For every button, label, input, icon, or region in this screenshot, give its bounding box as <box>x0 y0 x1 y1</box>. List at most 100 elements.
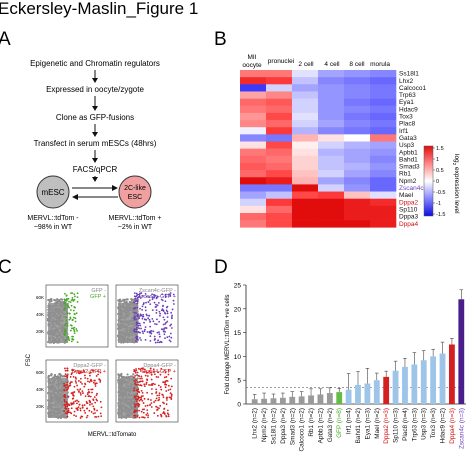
facs-event-positive <box>162 310 165 313</box>
heatmap-cell <box>344 141 371 149</box>
facs-event-positive <box>133 311 136 314</box>
x-tick-label: Mael (n=2) <box>374 408 381 439</box>
facs-event-positive <box>73 313 76 316</box>
facs-event-positive <box>164 323 167 325</box>
facs-event-negative <box>120 372 123 376</box>
facs-event-positive <box>148 318 151 321</box>
heatmap-cell <box>344 98 371 107</box>
facs-event-positive <box>71 372 73 374</box>
facs-event-positive <box>70 327 73 330</box>
facs-event-positive <box>154 306 157 309</box>
facs-event-positive <box>135 328 138 331</box>
facs-event-positive <box>76 296 79 299</box>
facs-event-positive <box>151 383 153 385</box>
facs-event-positive <box>133 330 135 332</box>
facs-event-positive <box>71 402 74 405</box>
facs-event-positive <box>75 312 78 315</box>
facs-event-positive <box>158 310 161 313</box>
heatmap-gene-label: Apbb1 <box>399 149 418 156</box>
heatmap-cell <box>292 127 319 135</box>
facs-event-positive <box>164 330 166 333</box>
heatmap-cell <box>266 155 293 164</box>
facs-event-positive <box>69 324 72 326</box>
heatmap-cell <box>344 177 371 185</box>
facs-event-positive <box>141 308 144 311</box>
heatmap-colorbar: 1.5 1 0.5 0 -0.5 -1 -1.5 log2 expression level <box>423 145 460 218</box>
facs-event-positive <box>63 333 66 336</box>
heatmap-cell <box>240 98 267 107</box>
facs-event-positive <box>144 326 147 329</box>
facs-event-negative <box>123 300 126 303</box>
facs-legend-positive: Dppa4-GFP + <box>142 369 176 375</box>
facs-event-positive <box>72 394 74 397</box>
facs-event-positive <box>143 318 146 321</box>
facs-event-positive <box>156 406 159 409</box>
heatmap-gene-label: Bahd1 <box>399 156 418 163</box>
heatmap-cell <box>318 98 345 107</box>
facs-plot: Zscan4c-GFP -Zscan4c-GFP + <box>115 284 179 348</box>
facs-event-positive <box>149 335 152 338</box>
heatmap-cell <box>292 177 319 185</box>
facs-event-positive <box>164 294 167 297</box>
facs-event-positive <box>94 412 96 414</box>
facs-event-positive <box>169 294 172 297</box>
facs-event-positive <box>78 403 81 406</box>
bar <box>364 383 371 404</box>
facs-event-negative <box>122 298 125 301</box>
facs-event-positive <box>66 388 69 391</box>
bar <box>402 366 408 404</box>
facs-density <box>48 303 68 343</box>
2c-like-label: 2C-like <box>124 185 146 192</box>
facs-event-positive <box>133 315 136 317</box>
facs-event-positive <box>141 305 144 308</box>
facs-event-positive <box>81 390 84 393</box>
facs-event-positive <box>138 293 141 296</box>
facs-event-negative <box>59 300 62 303</box>
facs-event-positive <box>152 370 155 373</box>
facs-event-positive <box>154 399 157 402</box>
y-axis-label: Fold change MERVL::tdTom +ve cells <box>225 294 231 394</box>
x-tick-label: Usp3 (n=3) <box>421 408 428 440</box>
heatmap-cell <box>292 148 319 157</box>
flow-arrow-head <box>92 106 98 111</box>
facs-event-positive <box>99 371 102 374</box>
facs-event-positive <box>91 388 94 391</box>
facs-event-positive <box>133 318 136 321</box>
facs-event-positive <box>73 293 76 296</box>
facs-event-positive <box>153 301 156 304</box>
x-tick-label: Eya1 (n=3) <box>364 408 371 439</box>
heatmap-cell <box>344 205 371 214</box>
facs-event-positive <box>82 369 85 372</box>
facs-event-positive <box>98 378 101 381</box>
facs-event-positive <box>151 309 154 312</box>
facs-event-positive <box>140 339 142 341</box>
y-tick-label: 0 <box>237 402 241 409</box>
facs-event-positive <box>173 303 175 305</box>
facs-event-positive <box>67 395 70 398</box>
facs-event-positive <box>145 301 147 304</box>
facs-density <box>48 378 68 418</box>
facs-event-positive <box>134 382 136 385</box>
facs-event-negative <box>117 373 120 376</box>
facs-event-positive <box>65 384 67 387</box>
facs-event-positive <box>73 332 76 334</box>
facs-event-positive <box>161 293 164 296</box>
facs-event-positive <box>76 388 79 391</box>
facs-event-positive <box>166 399 168 401</box>
facs-event-positive <box>140 292 143 294</box>
facs-event-positive <box>72 300 75 302</box>
facs-event-positive <box>86 402 88 404</box>
facs-event-positive <box>71 296 74 299</box>
facs-event-positive <box>157 384 160 387</box>
facs-event-positive <box>170 327 173 329</box>
heatmap-cell <box>266 184 293 192</box>
heatmap-cell <box>370 155 397 164</box>
bar <box>373 380 380 404</box>
heatmap-gene-label: Calcoco1 <box>399 85 426 92</box>
heatmap-cell <box>266 84 293 92</box>
facs-event-positive <box>70 299 73 302</box>
facs-event-positive <box>149 330 152 333</box>
facs-event-positive <box>138 317 141 319</box>
heatmap-cell <box>266 120 293 128</box>
facs-event-positive <box>146 391 149 394</box>
